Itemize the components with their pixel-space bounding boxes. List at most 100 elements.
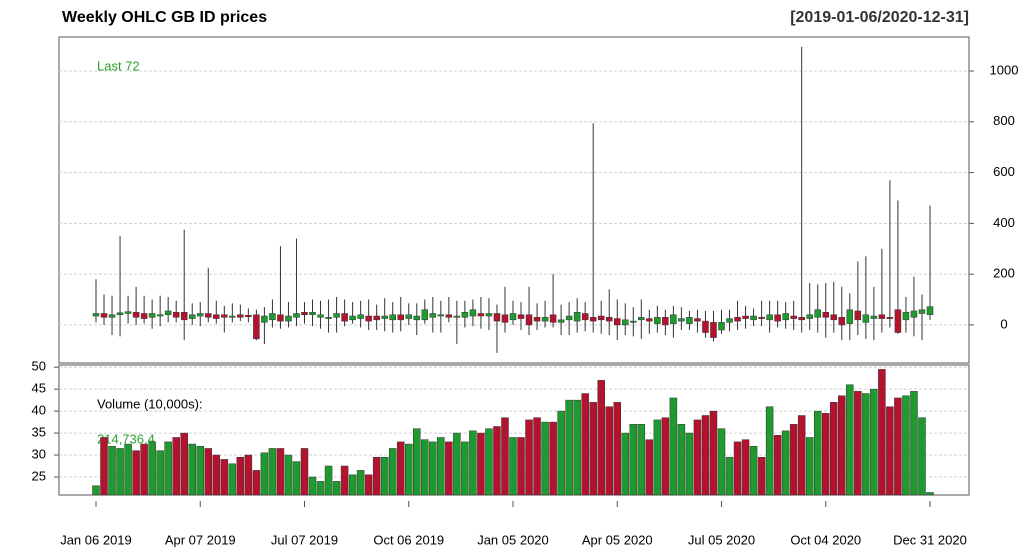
- volume-bar: [669, 397, 678, 496]
- candle-body: [164, 310, 172, 316]
- volume-bar: [693, 419, 702, 496]
- volume-bar: [910, 391, 918, 496]
- volume-bar: [886, 406, 894, 496]
- last-volume: 214,736.4: [97, 431, 155, 446]
- volume-bar: [396, 441, 405, 496]
- volume-bar: [549, 421, 557, 496]
- volume-bar: [854, 391, 862, 496]
- candle-body: [156, 314, 164, 317]
- volume-bar: [581, 393, 589, 496]
- candle-body: [237, 314, 244, 318]
- price-panel: [58, 36, 970, 364]
- candle-body: [670, 314, 677, 324]
- candle-body: [782, 313, 789, 321]
- candle-body: [557, 319, 565, 323]
- volume-bar: [685, 432, 694, 496]
- y-tick-label: 0: [1000, 316, 1007, 331]
- candle-body: [140, 313, 148, 319]
- volume-bar: [870, 388, 878, 496]
- candle-body: [902, 311, 910, 321]
- x-tick-label: Jan 05 2020: [477, 532, 549, 547]
- volume-bar: [701, 415, 710, 496]
- candle-body: [245, 315, 252, 318]
- volume-bar: [709, 410, 718, 496]
- volume-bar: [725, 456, 734, 496]
- candle-body: [589, 317, 597, 322]
- candle-body: [605, 317, 613, 322]
- candle-body: [790, 315, 797, 319]
- volume-bar: [308, 476, 317, 496]
- candle-body: [469, 309, 477, 317]
- candle-body: [229, 315, 236, 318]
- y-tick-label: 40: [32, 403, 46, 418]
- candle-body: [549, 314, 557, 323]
- volume-bar: [765, 406, 774, 496]
- candle-body: [108, 314, 116, 318]
- volume-bar: [429, 441, 437, 496]
- volume-bar: [926, 492, 934, 496]
- candle-body: [597, 315, 605, 321]
- volume-bar: [637, 424, 646, 496]
- candle-body: [405, 314, 412, 319]
- candle-body: [349, 315, 356, 321]
- volume-bar: [653, 419, 662, 496]
- date-range: [2019-01-06/2020-12-31]: [790, 9, 969, 26]
- x-tick-label: Apr 07 2019: [165, 532, 236, 547]
- candle-body: [654, 317, 661, 324]
- candle-body: [389, 314, 396, 321]
- volume-bar: [741, 439, 750, 496]
- volume-bar: [316, 481, 325, 496]
- volume-bar: [822, 413, 830, 496]
- candle-body: [662, 317, 669, 326]
- y-tick-label: 45: [32, 381, 46, 396]
- candle-body: [918, 309, 926, 314]
- volume-bar: [220, 459, 229, 496]
- volume-bar: [533, 417, 541, 496]
- candle-body: [646, 318, 653, 322]
- volume-bar: [372, 456, 381, 496]
- candle-body: [373, 315, 380, 321]
- volume-bar: [300, 448, 309, 496]
- volume-bar: [773, 435, 782, 496]
- volume-bar: [108, 446, 116, 496]
- volume-bar: [501, 417, 509, 496]
- candle-body: [758, 317, 765, 319]
- candle-body: [838, 317, 846, 326]
- candle-body: [100, 313, 108, 318]
- candle-body: [301, 311, 308, 316]
- volume-bar: [797, 415, 806, 496]
- volume-bar: [469, 430, 477, 496]
- x-tick-label: Jul 05 2020: [688, 532, 755, 547]
- candle-body: [525, 314, 533, 326]
- volume-bar: [894, 397, 902, 496]
- candle-body: [734, 317, 741, 322]
- candle-body: [870, 315, 878, 319]
- volume-bar: [629, 424, 638, 496]
- y-tick-label: 25: [32, 468, 46, 483]
- x-tick-label: Oct 04 2020: [790, 532, 861, 547]
- candle-body: [581, 313, 589, 321]
- candle-body: [221, 314, 228, 318]
- volume-bar: [445, 441, 453, 496]
- volume-bar: [902, 395, 910, 496]
- volume-bar: [212, 454, 221, 496]
- candle-body: [565, 315, 573, 321]
- volume-bar: [188, 443, 196, 496]
- candle-body: [365, 315, 372, 322]
- y-tick-label: 800: [993, 113, 1015, 128]
- candle-body: [822, 311, 829, 318]
- candle-body: [726, 318, 733, 323]
- volume-bar: [509, 437, 517, 496]
- volume-bar: [164, 441, 172, 496]
- volume-bar: [332, 481, 341, 496]
- candle-body: [180, 311, 188, 321]
- volume-bar: [252, 470, 261, 496]
- volume-bar: [862, 393, 870, 496]
- candle-body: [533, 317, 541, 322]
- candle-body: [806, 314, 813, 319]
- candle-body: [172, 311, 180, 318]
- volume-bar: [140, 443, 148, 496]
- volume-bar: [677, 424, 686, 496]
- volume-bar: [204, 448, 213, 496]
- candle-body: [124, 311, 132, 314]
